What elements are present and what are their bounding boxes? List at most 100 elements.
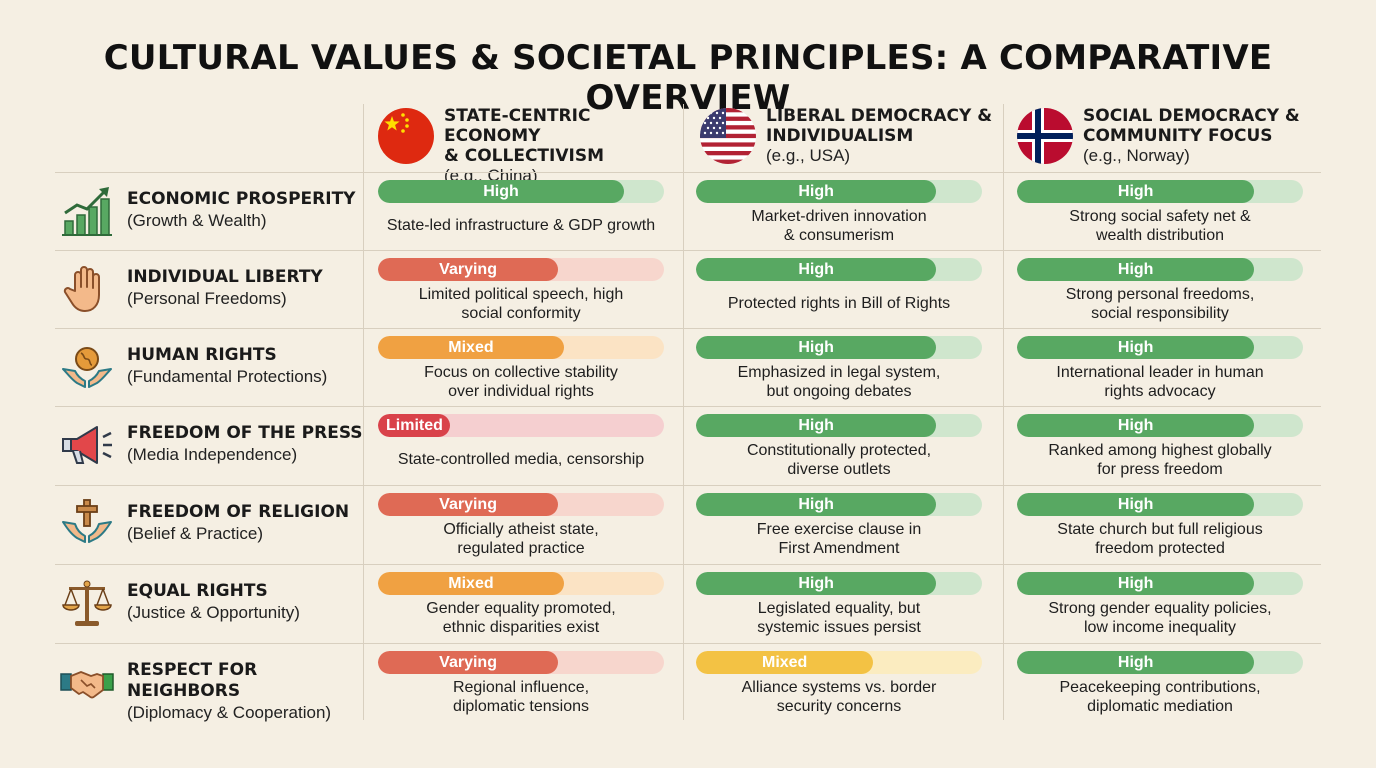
rating-bar: Mixed: [696, 651, 982, 674]
rating-cell: High Market-driven innovation & consumeris…: [696, 172, 982, 250]
rating-bar: High: [1017, 336, 1303, 359]
rating-bar: High: [378, 180, 664, 203]
table-row: HUMAN RIGHTS (Fundamental Protections) Mix…: [55, 328, 1321, 406]
norway-flag-icon: [1017, 108, 1073, 164]
rating-bar-fill: [696, 572, 937, 595]
rating-label: Limited: [386, 417, 443, 434]
rating-cell: High Protected rights in Bill of Rights: [696, 250, 982, 328]
description-line: security concerns: [776, 698, 902, 715]
rating-cell: Mixed Gender equality promoted, ethnic dis…: [378, 564, 664, 642]
rating-bar-fill: [378, 414, 450, 437]
description-line: Focus on collective stability: [424, 364, 618, 381]
row-divider: [55, 172, 1321, 173]
description-line: Protected rights in Bill of Rights: [727, 295, 951, 312]
rating-description: Legislated equality, but systemic issues …: [696, 599, 982, 637]
rating-label: High: [798, 261, 834, 278]
row-subtitle: (Diplomacy & Cooperation): [127, 703, 332, 722]
rating-bar-fill: [1017, 258, 1255, 281]
rating-cell: High Legislated equality, but systemic iss…: [696, 564, 982, 642]
rating-bar-fill: [378, 572, 564, 595]
rating-bar-fill: [1017, 493, 1255, 516]
description-line: low income inequality: [1083, 619, 1237, 636]
description-line: rights advocacy: [1104, 383, 1216, 400]
rating-description: Ranked among highest globally for press f…: [1017, 441, 1303, 479]
rating-cell: High Free exercise clause in First Amendme…: [696, 485, 982, 563]
rating-bar: Varying: [378, 493, 664, 516]
description-line: for press freedom: [1097, 461, 1223, 478]
rating-label: High: [798, 575, 834, 592]
description-line: ethnic disparities exist: [442, 619, 600, 636]
handshake-icon: [59, 654, 115, 710]
row-subtitle: (Fundamental Protections): [127, 367, 328, 386]
rating-cell: High Strong social safety net & wealth dis…: [1017, 172, 1303, 250]
rating-bar: High: [1017, 180, 1303, 203]
rating-label: High: [798, 417, 834, 434]
rating-description: Alliance systems vs. border security conc…: [696, 678, 982, 716]
rating-bar-fill: [1017, 414, 1255, 437]
row-title: EQUAL RIGHTS: [127, 581, 268, 601]
rating-label: High: [1117, 496, 1154, 513]
rating-description: Strong gender equality policies, low inco…: [1017, 599, 1303, 637]
description-line: State-controlled media, censorship: [397, 451, 645, 468]
rating-label: High: [1117, 261, 1154, 278]
rating-description: Officially atheist state, regulated pract…: [378, 520, 664, 558]
rating-cell: Varying Limited political speech, high soc…: [378, 250, 664, 328]
rating-cell: Mixed Focus on collective stability over i…: [378, 328, 664, 406]
scales-icon: [59, 575, 115, 631]
description-line: Legislated equality, but: [757, 600, 921, 617]
rating-label: Varying: [439, 261, 497, 278]
rating-description: Regional influence, diplomatic tensions: [378, 678, 664, 716]
row-divider: [55, 643, 1321, 644]
rating-description: Emphasized in legal system, but ongoing d…: [696, 363, 982, 401]
row-divider: [55, 328, 1321, 329]
rating-bar: High: [696, 258, 982, 281]
rating-bar: High: [696, 572, 982, 595]
rating-bar-fill: [378, 493, 559, 516]
row-title: FREEDOM OF THE PRESS: [127, 423, 363, 443]
description-line: Ranked among highest globally: [1048, 442, 1272, 459]
description-line: State-led infrastructure & GDP growth: [386, 217, 656, 234]
rating-bar: High: [1017, 414, 1303, 437]
rating-cell: High Ranked among highest globally for pre…: [1017, 406, 1303, 484]
column-title: LIBERAL DEMOCRACY &: [766, 106, 993, 126]
rating-label: High: [798, 183, 834, 200]
rating-cell: High Peacekeeping contributions, diplomati…: [1017, 643, 1303, 721]
rating-cell: Varying Regional influence, diplomatic ten…: [378, 643, 664, 721]
description-line: Regional influence,: [452, 679, 590, 696]
description-line: First Amendment: [778, 540, 900, 557]
china-flag-icon: [378, 108, 434, 164]
column-title: INDIVIDUALISM: [766, 126, 914, 146]
growth-chart-icon: [59, 183, 115, 239]
rating-description: State-led infrastructure & GDP growth: [378, 216, 664, 235]
column-title: STATE-CENTRIC ECONOMY: [444, 106, 591, 146]
rating-label: High: [1117, 417, 1154, 434]
rating-bar: Varying: [378, 651, 664, 674]
description-line: Peacekeeping contributions,: [1059, 679, 1261, 696]
rating-label: High: [1117, 575, 1154, 592]
description-line: Market-driven innovation: [751, 208, 927, 225]
row-subtitle: (Media Independence): [127, 445, 298, 464]
rating-description: International leader in human rights advo…: [1017, 363, 1303, 401]
rating-cell: Limited State-controlled media, censorshi…: [378, 406, 664, 484]
rating-cell: High Emphasized in legal system, but ongoi…: [696, 328, 982, 406]
rating-bar-fill: [696, 258, 937, 281]
rating-label: High: [483, 183, 519, 200]
description-line: Strong personal freedoms,: [1065, 286, 1255, 303]
rating-bar-fill: [1017, 572, 1255, 595]
row-label: INDIVIDUAL LIBERTY (Personal Freedoms): [127, 267, 367, 309]
rating-label: High: [1117, 654, 1154, 671]
description-line: Officially atheist state,: [443, 521, 599, 538]
description-line: & consumerism: [783, 227, 895, 244]
row-divider: [55, 564, 1321, 565]
rating-bar: High: [1017, 493, 1303, 516]
description-line: social conformity: [461, 305, 581, 322]
description-line: freedom protected: [1095, 540, 1225, 557]
rating-cell: High State-led infrastructure & GDP growt…: [378, 172, 664, 250]
description-line: Emphasized in legal system,: [737, 364, 941, 381]
column-divider: [1003, 104, 1004, 720]
rating-description: Strong social safety net & wealth distrib…: [1017, 207, 1303, 245]
row-subtitle: (Justice & Opportunity): [127, 603, 300, 622]
page-title: CULTURAL VALUES & SOCIETAL PRINCIPLES: A…: [103, 38, 1273, 118]
rating-description: Limited political speech, high social con…: [378, 285, 664, 323]
column-header-usa: LIBERAL DEMOCRACY & INDIVIDUALISM (e.g.,…: [700, 104, 1000, 172]
